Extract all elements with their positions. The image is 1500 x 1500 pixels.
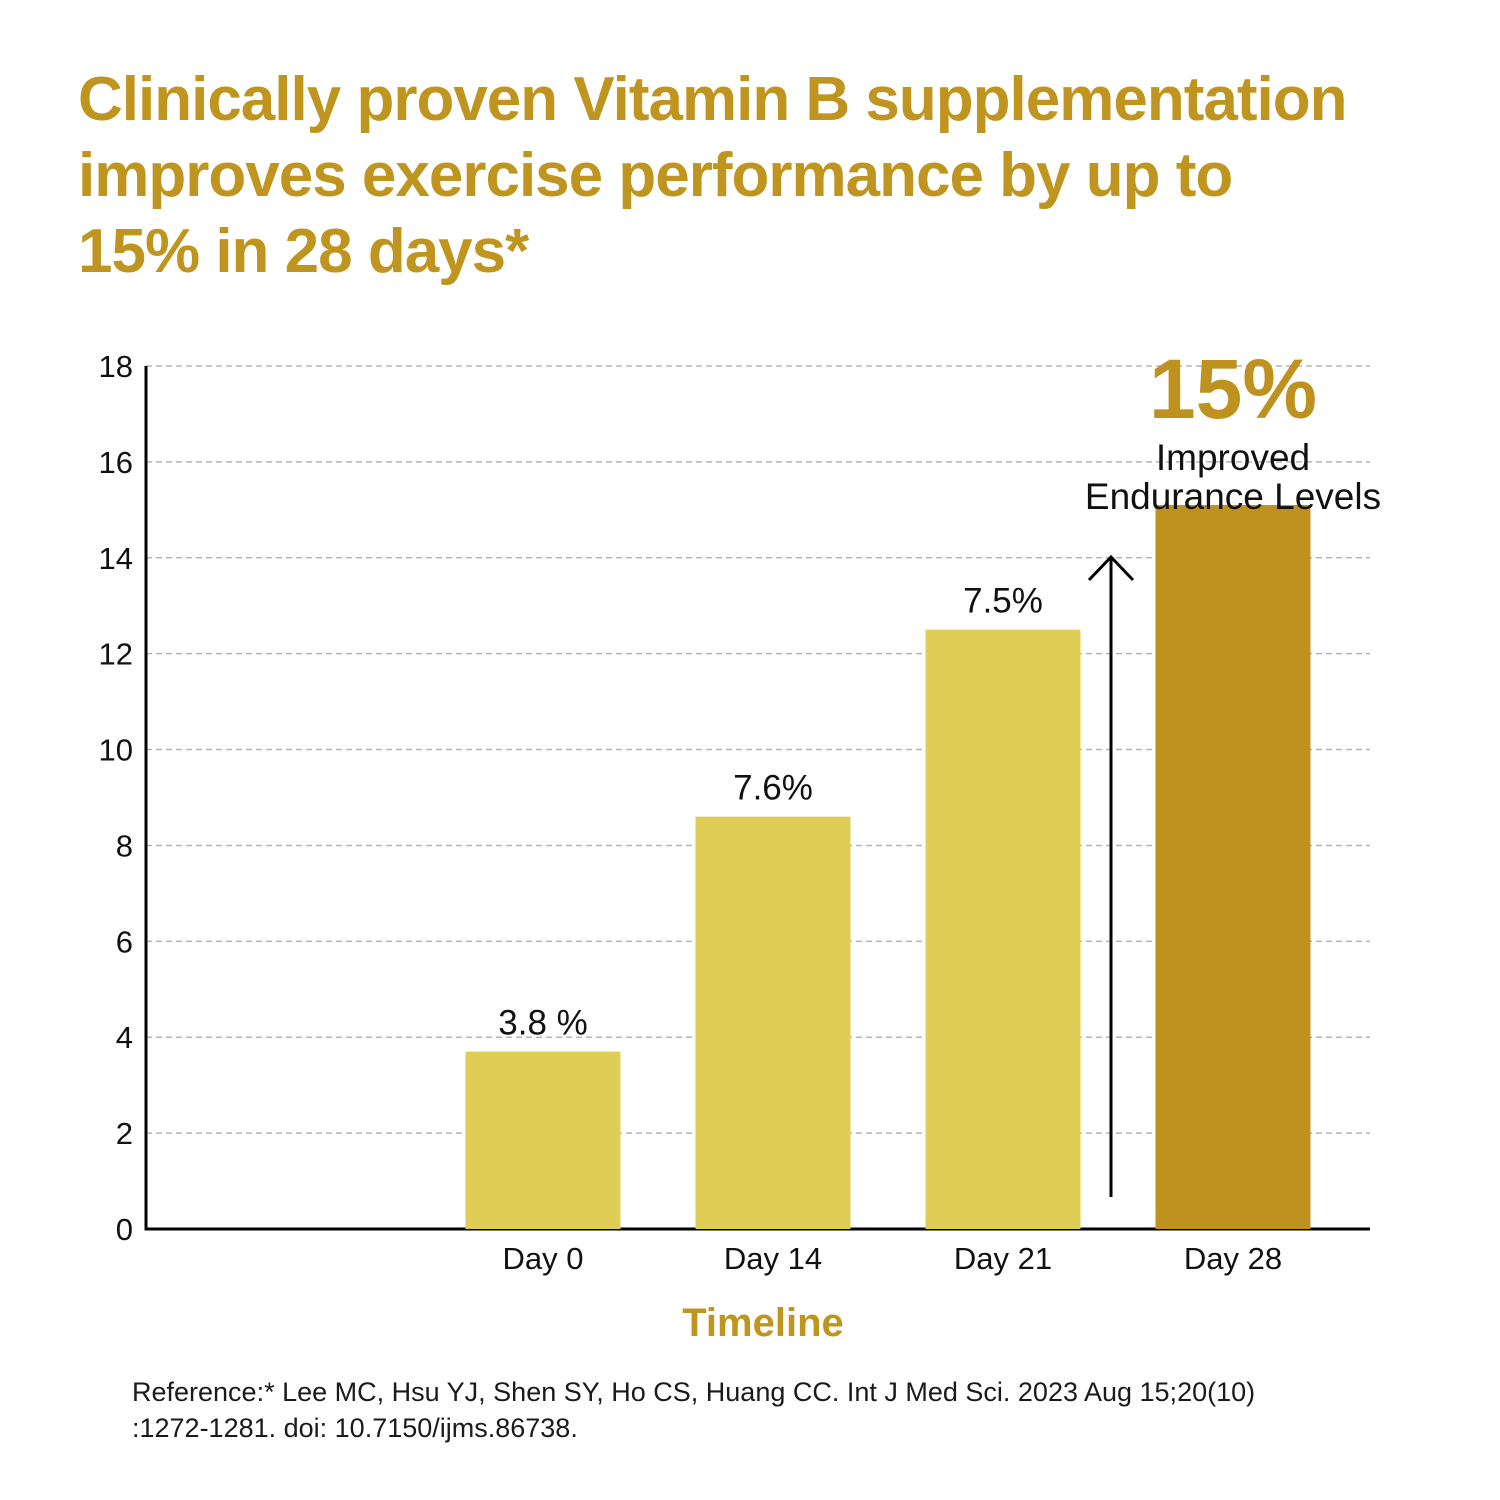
y-tick-label: 16 <box>99 445 133 480</box>
x-tick-label: Day 21 <box>954 1241 1052 1276</box>
data-label: 7.5% <box>963 582 1043 621</box>
y-tick-label: 10 <box>99 733 133 768</box>
callout-value: 15% <box>1149 342 1317 436</box>
bar <box>925 629 1081 1229</box>
bar <box>695 816 851 1229</box>
y-tick-label: 12 <box>99 637 133 672</box>
bar <box>465 1051 621 1229</box>
callout-line-2: Endurance Levels <box>1085 476 1381 517</box>
x-tick-label: Day 0 <box>503 1241 584 1276</box>
x-tick-label: Day 28 <box>1184 1241 1282 1276</box>
x-tick-label: Day 14 <box>724 1241 822 1276</box>
reference-line-1: Reference:* Lee MC, Hsu YJ, Shen SY, Ho … <box>132 1377 1256 1407</box>
y-tick-label: 8 <box>116 828 133 863</box>
y-tick-label: 18 <box>99 349 133 384</box>
callout-line-1: Improved <box>1156 437 1310 478</box>
chart-title: Clinically proven Vitamin B supplementat… <box>78 62 1458 290</box>
arrow-head-icon <box>1087 554 1135 582</box>
highlight-bar <box>1155 505 1311 1229</box>
data-label: 3.8 % <box>498 1004 588 1043</box>
y-tick-label: 2 <box>116 1116 133 1151</box>
reference-note: Reference:* Lee MC, Hsu YJ, Shen SY, Ho … <box>132 1374 1432 1446</box>
data-label: 7.6% <box>733 769 813 808</box>
y-tick-label: 0 <box>116 1212 133 1247</box>
x-axis-title: Timeline <box>682 1301 844 1345</box>
title-line-3: 15% in 28 days* <box>78 217 529 286</box>
reference-line-2: :1272-1281. doi: 10.7150/ijms.86738. <box>132 1413 578 1443</box>
y-tick-label: 4 <box>116 1020 133 1055</box>
title-line-2: improves exercise performance by up to <box>78 141 1233 210</box>
y-tick-label: 14 <box>99 541 133 576</box>
title-line-1: Clinically proven Vitamin B supplementat… <box>78 65 1347 134</box>
y-tick-label: 6 <box>116 924 133 959</box>
